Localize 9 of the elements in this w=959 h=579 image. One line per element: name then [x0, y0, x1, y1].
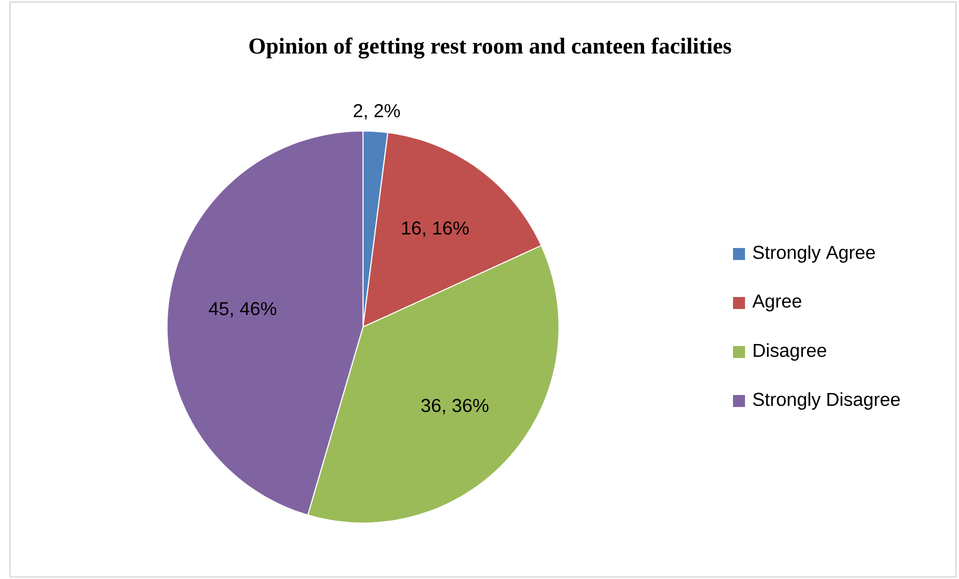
chart-title: Opinion of getting rest room and canteen facilities — [249, 38, 732, 58]
data-label: 36, 36% — [421, 398, 488, 414]
legend-label: Agree — [752, 294, 802, 312]
data-label: 2, 2% — [354, 104, 400, 120]
legend-label: Disagree — [754, 343, 826, 361]
data-label: 16, 16% — [402, 221, 469, 237]
data-label: 45, 46% — [208, 302, 276, 318]
legend-label: Strongly Disagree — [753, 392, 900, 410]
legend-label: Strongly Agree — [753, 245, 875, 263]
